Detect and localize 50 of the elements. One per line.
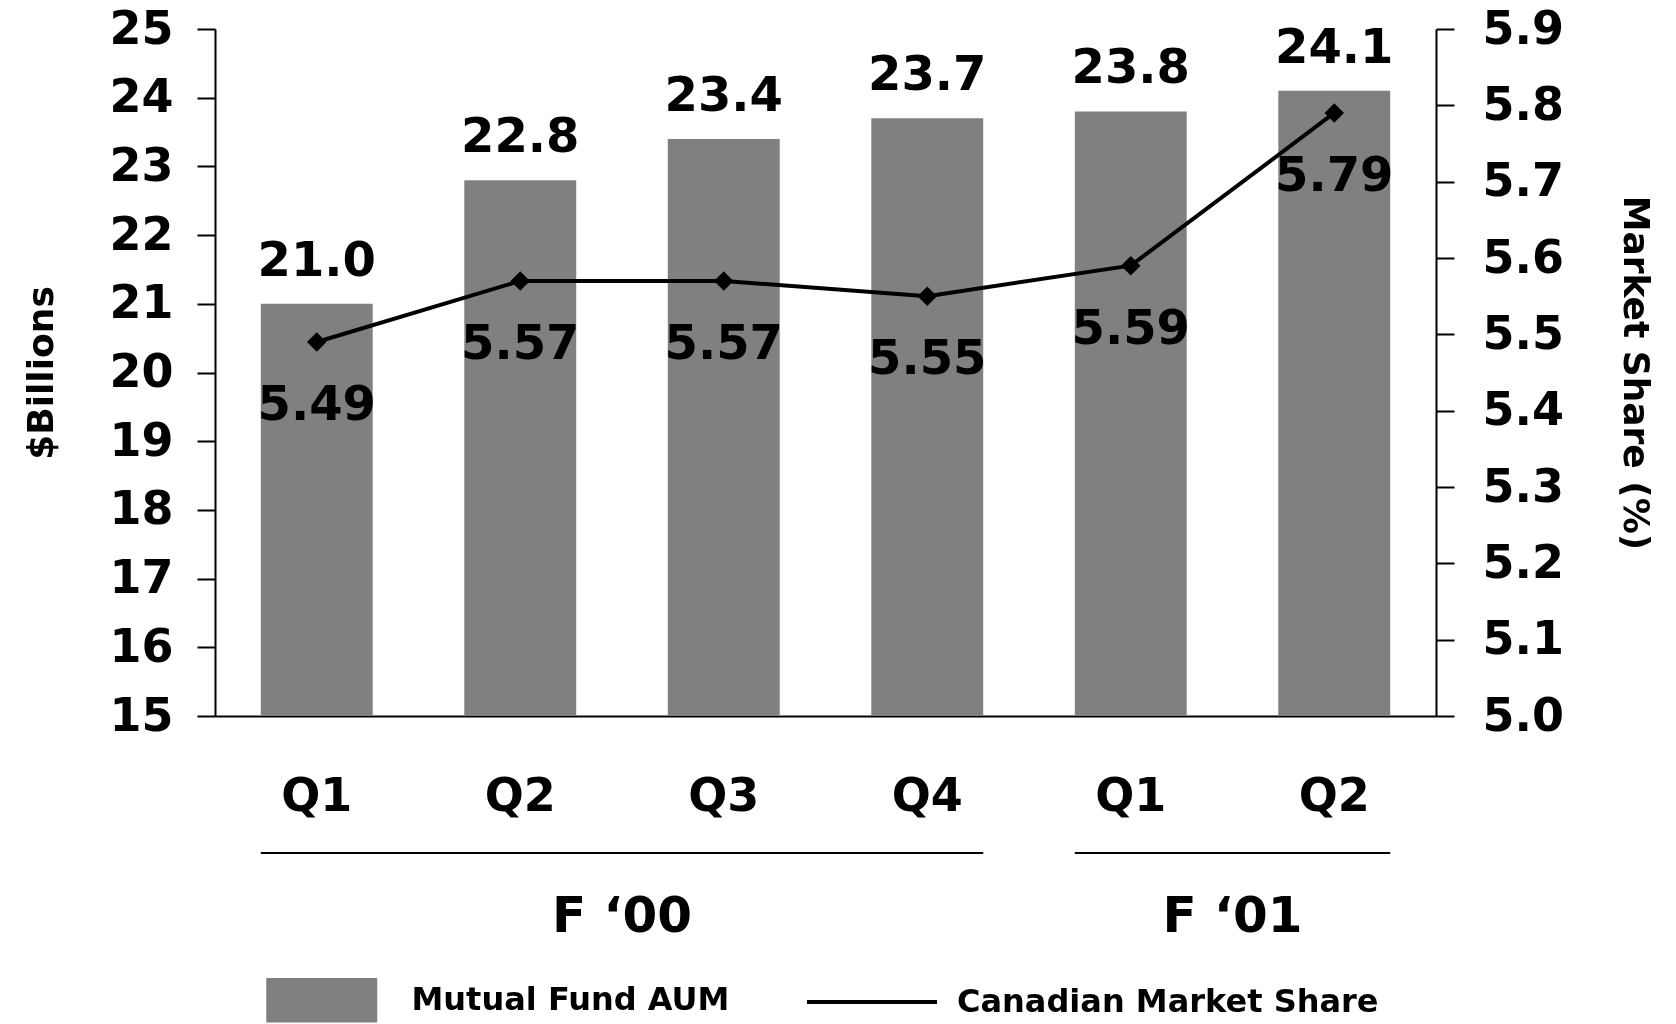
data-label: 23.8 [1071, 38, 1190, 95]
y-tick-label: 22 [109, 206, 174, 261]
point [917, 286, 937, 306]
data-label: 5.59 [1071, 298, 1190, 355]
legend-label: Mutual Fund AUM [411, 980, 730, 1019]
point [307, 332, 327, 352]
data-label: 23.7 [868, 45, 987, 102]
y2-tick-label: 5.3 [1482, 458, 1564, 513]
y2-tick-label: 5.9 [1482, 0, 1564, 55]
legend-label: Canadian Market Share [957, 982, 1379, 1020]
text: F ‘00 [551, 886, 693, 944]
point [510, 271, 530, 291]
y-tick-label: 19 [109, 412, 174, 467]
y-tick-label: 25 [109, 0, 174, 55]
y2-tick-label: 5.8 [1482, 76, 1564, 131]
y-tick-label: 24 [109, 69, 174, 124]
y2-tick-label: 5.7 [1482, 153, 1564, 208]
y-tick-label: 17 [109, 550, 174, 605]
data-label: 5.57 [664, 313, 783, 370]
x-tick-label: Q4 [891, 767, 963, 822]
x-tick-label: Q2 [1298, 767, 1370, 822]
y-tick-label: 18 [109, 481, 174, 536]
y-axis-title: $Billions [20, 286, 62, 460]
y2-tick-label: 5.5 [1482, 305, 1564, 360]
y-tick-label: 15 [109, 687, 174, 742]
y2-tick-label: 5.2 [1482, 534, 1564, 589]
y-tick-label: 23 [109, 137, 174, 192]
data-label: 21.0 [257, 230, 376, 287]
y-tick-label: 20 [109, 344, 174, 398]
y-tick-label: 16 [109, 618, 174, 673]
y2-tick-label: 5.6 [1482, 229, 1564, 284]
y2-tick-label: 5.4 [1482, 382, 1564, 437]
x-tick-label: Q3 [688, 767, 760, 822]
y2-tick-label: 5.1 [1482, 611, 1564, 666]
data-label: 5.57 [461, 313, 580, 370]
data-label: 23.4 [664, 65, 783, 122]
point [714, 271, 734, 291]
x-tick-label: Q2 [484, 767, 556, 822]
data-label: 5.55 [868, 329, 987, 386]
y-tick-label: 21 [109, 275, 174, 330]
data-label: 24.1 [1275, 17, 1394, 74]
point [1324, 103, 1344, 123]
text: F ‘01 [1162, 886, 1303, 944]
y2-tick-label: 5.0 [1482, 687, 1564, 742]
x-tick-label: Q1 [1095, 767, 1167, 822]
data-label: 5.49 [257, 374, 376, 431]
y2-axis-title: Market Share (%) [1615, 195, 1657, 551]
data-label: 22.8 [461, 107, 580, 164]
x-tick-label: Q1 [281, 767, 353, 822]
point [1121, 255, 1141, 276]
